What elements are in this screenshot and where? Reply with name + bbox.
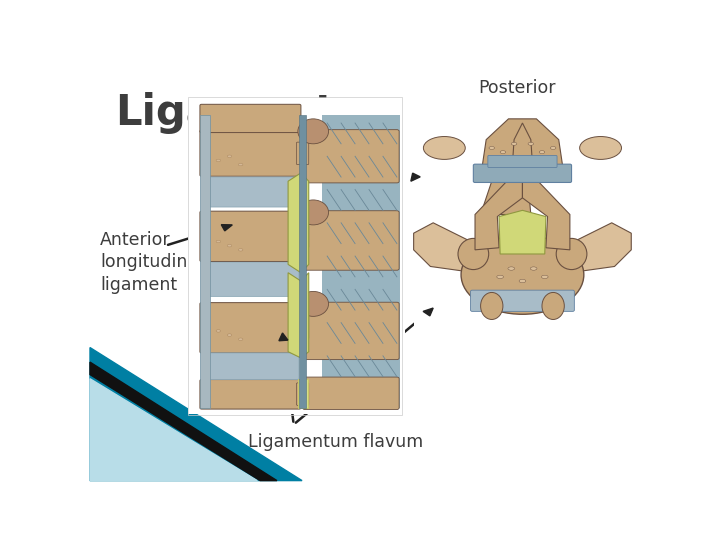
- Polygon shape: [570, 223, 631, 273]
- FancyBboxPatch shape: [471, 290, 575, 312]
- FancyBboxPatch shape: [297, 383, 309, 406]
- Polygon shape: [288, 173, 309, 273]
- Polygon shape: [499, 210, 546, 254]
- Polygon shape: [475, 179, 523, 250]
- FancyBboxPatch shape: [297, 142, 309, 165]
- Ellipse shape: [228, 155, 232, 158]
- Ellipse shape: [497, 275, 503, 279]
- Polygon shape: [221, 225, 233, 231]
- FancyBboxPatch shape: [302, 211, 399, 270]
- Polygon shape: [90, 379, 258, 481]
- Polygon shape: [322, 114, 400, 408]
- FancyBboxPatch shape: [488, 156, 557, 167]
- Ellipse shape: [461, 235, 584, 314]
- Ellipse shape: [489, 146, 495, 150]
- Ellipse shape: [480, 293, 503, 320]
- Ellipse shape: [205, 163, 210, 166]
- Ellipse shape: [216, 329, 220, 332]
- Polygon shape: [411, 173, 420, 181]
- FancyBboxPatch shape: [200, 130, 301, 176]
- Ellipse shape: [541, 275, 548, 279]
- Ellipse shape: [216, 240, 220, 243]
- Ellipse shape: [542, 293, 564, 320]
- FancyBboxPatch shape: [202, 177, 299, 207]
- Polygon shape: [298, 379, 307, 408]
- FancyBboxPatch shape: [302, 130, 399, 183]
- Ellipse shape: [216, 159, 220, 161]
- FancyBboxPatch shape: [200, 302, 301, 353]
- Ellipse shape: [298, 200, 328, 225]
- Ellipse shape: [238, 163, 243, 166]
- FancyBboxPatch shape: [302, 377, 399, 409]
- Ellipse shape: [550, 146, 556, 150]
- Ellipse shape: [508, 267, 515, 270]
- Ellipse shape: [511, 143, 517, 145]
- Text: Ligaments: Ligaments: [115, 92, 360, 134]
- Ellipse shape: [423, 137, 465, 159]
- Polygon shape: [481, 119, 564, 181]
- Polygon shape: [298, 295, 307, 352]
- Polygon shape: [288, 273, 309, 358]
- Text: Posterior
longitudinal
ligament: Posterior longitudinal ligament: [478, 79, 581, 142]
- Polygon shape: [481, 177, 531, 214]
- Ellipse shape: [528, 143, 534, 145]
- FancyBboxPatch shape: [188, 98, 405, 414]
- FancyBboxPatch shape: [200, 104, 301, 133]
- Text: Ligamentum flavum: Ligamentum flavum: [248, 433, 423, 451]
- FancyBboxPatch shape: [297, 316, 309, 339]
- Ellipse shape: [298, 292, 328, 316]
- Ellipse shape: [539, 151, 545, 153]
- Polygon shape: [423, 308, 433, 316]
- Polygon shape: [200, 114, 210, 408]
- Polygon shape: [414, 223, 475, 273]
- Polygon shape: [511, 123, 534, 181]
- Ellipse shape: [519, 279, 526, 282]
- FancyBboxPatch shape: [473, 164, 572, 183]
- Polygon shape: [279, 333, 288, 341]
- Polygon shape: [298, 206, 307, 265]
- FancyBboxPatch shape: [200, 211, 301, 261]
- Ellipse shape: [458, 238, 489, 269]
- Ellipse shape: [530, 267, 537, 270]
- FancyBboxPatch shape: [413, 98, 631, 414]
- Ellipse shape: [298, 119, 328, 144]
- Ellipse shape: [228, 245, 232, 247]
- Polygon shape: [90, 348, 302, 481]
- FancyBboxPatch shape: [202, 353, 299, 380]
- FancyBboxPatch shape: [297, 225, 309, 248]
- Text: Anterior
longitudinal
ligament: Anterior longitudinal ligament: [100, 231, 203, 294]
- Ellipse shape: [238, 248, 243, 251]
- Ellipse shape: [580, 137, 621, 159]
- Ellipse shape: [228, 334, 232, 336]
- Polygon shape: [300, 114, 306, 408]
- Ellipse shape: [205, 338, 210, 341]
- Polygon shape: [90, 362, 277, 481]
- FancyBboxPatch shape: [302, 302, 399, 360]
- FancyBboxPatch shape: [200, 380, 301, 409]
- FancyBboxPatch shape: [202, 262, 299, 296]
- Ellipse shape: [557, 238, 587, 269]
- Ellipse shape: [205, 251, 210, 253]
- Polygon shape: [523, 179, 570, 250]
- Ellipse shape: [500, 151, 505, 153]
- Ellipse shape: [238, 338, 243, 341]
